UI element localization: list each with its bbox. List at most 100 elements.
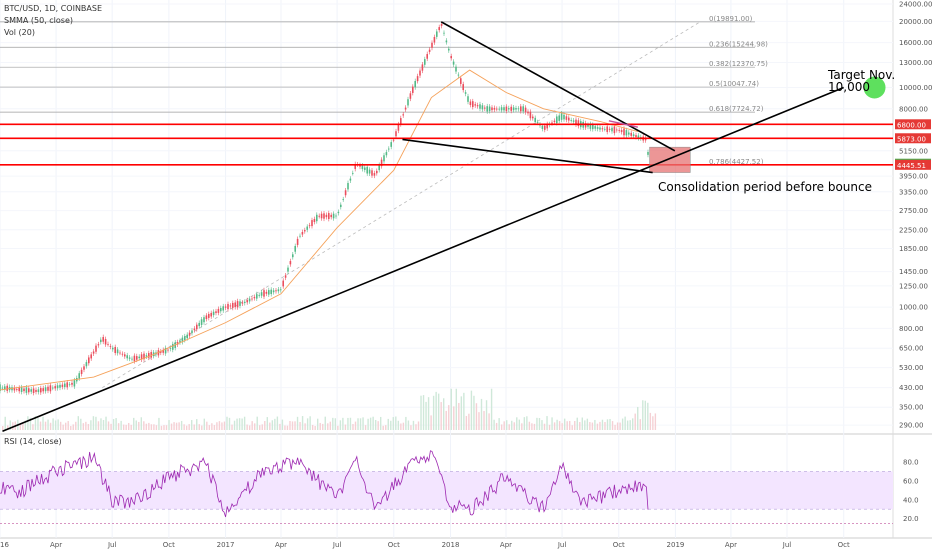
rsi-label: RSI (14, close) (4, 437, 62, 446)
candle-body (133, 355, 136, 362)
candle-body (215, 311, 217, 314)
volume-bar (327, 423, 329, 430)
candle-body (107, 343, 109, 345)
price-label-text: 5873.00 (897, 135, 926, 143)
volume-bar (485, 400, 488, 430)
volume-bar (490, 388, 493, 430)
candle-body (114, 346, 116, 354)
price-label-text: 6800.00 (897, 121, 926, 129)
volume-bar (470, 390, 473, 430)
candle-body (248, 298, 251, 302)
candle-body (121, 353, 124, 355)
x-tick-label: Jul (107, 541, 117, 549)
candle-body (623, 128, 625, 136)
candle-body (234, 302, 236, 308)
volume-bar (269, 422, 271, 430)
candle-body (59, 384, 61, 388)
candle-body (52, 387, 54, 389)
volume-bar (188, 424, 190, 430)
volume-bar (133, 417, 135, 430)
volume-bar (382, 425, 384, 430)
volume-bar (251, 421, 253, 430)
x-tick-label: Oct (838, 541, 850, 549)
volume-bar (228, 417, 231, 430)
volume-bar (599, 421, 601, 430)
candle-body (368, 169, 371, 174)
volume-bar (279, 423, 281, 430)
volume-bar (632, 418, 634, 430)
volume-bar (309, 416, 311, 430)
candle-body (332, 213, 335, 219)
candle-body (448, 48, 450, 51)
volume-bar (120, 420, 122, 430)
volume-bar (528, 421, 531, 430)
volume-bar (125, 424, 127, 430)
symbol-label: BTC/USD, 1D, COINBASE (4, 4, 103, 13)
candle-body (100, 339, 102, 343)
volume-bar (347, 417, 349, 430)
volume-bar (649, 412, 652, 430)
candle-body (6, 385, 8, 391)
volume-bar (165, 425, 168, 430)
candle-body (424, 59, 426, 65)
candle-body (198, 322, 200, 327)
volume-bar (339, 420, 342, 430)
y-tick-label: 2250.00 (899, 226, 928, 234)
x-tick-label: 2018 (442, 541, 460, 549)
candle-body (469, 101, 472, 106)
candle-body (541, 125, 544, 129)
candle-body (227, 303, 229, 310)
volume-bar (12, 422, 14, 430)
volume-bar (591, 422, 594, 430)
candle-body (287, 267, 289, 272)
candle-body (407, 99, 409, 106)
volume-bar (150, 424, 153, 430)
volume-bar (102, 420, 105, 430)
volume-bar (518, 419, 520, 430)
volume-bar (354, 421, 357, 430)
candle-body (496, 108, 498, 110)
candle-body (56, 385, 59, 389)
candle-body (260, 292, 263, 296)
volume-bar (569, 421, 571, 430)
x-tick-label: Oct (163, 541, 175, 549)
volume-bar (306, 418, 309, 430)
candle-body (236, 301, 239, 308)
volume-bar (291, 421, 294, 430)
candle-body (138, 356, 140, 359)
volume-bar (49, 422, 52, 430)
candle-body (150, 352, 152, 358)
volume-bar (576, 417, 578, 430)
candle-body (575, 119, 577, 125)
candle-body (186, 334, 188, 339)
x-tick-label: Oct (388, 541, 400, 549)
volume-bar (322, 423, 324, 430)
candle-body (172, 343, 174, 350)
volume-bar (422, 395, 425, 430)
target-label: Target Nov. (828, 68, 896, 82)
candle-body (244, 301, 246, 304)
volume-bar (427, 397, 430, 430)
volume-bar (541, 420, 543, 430)
volume-bar (536, 417, 538, 430)
volume-bar (604, 422, 606, 430)
volume-bar (420, 395, 422, 430)
candle-body (275, 290, 277, 292)
candle-body (529, 111, 532, 119)
volume-bar (145, 423, 148, 430)
volume-bar (581, 417, 583, 430)
candle-body (481, 105, 484, 110)
volume-bar (304, 423, 306, 430)
volume-bar (506, 420, 508, 430)
volume-bar (22, 422, 24, 430)
volume-bar (173, 422, 175, 430)
candle-body (613, 126, 616, 134)
candle-body (587, 124, 589, 127)
candle-body (342, 199, 344, 200)
volume-bar (206, 421, 208, 430)
candle-body (616, 129, 618, 131)
rsi-line (0, 450, 649, 518)
volume-bar (72, 424, 74, 430)
